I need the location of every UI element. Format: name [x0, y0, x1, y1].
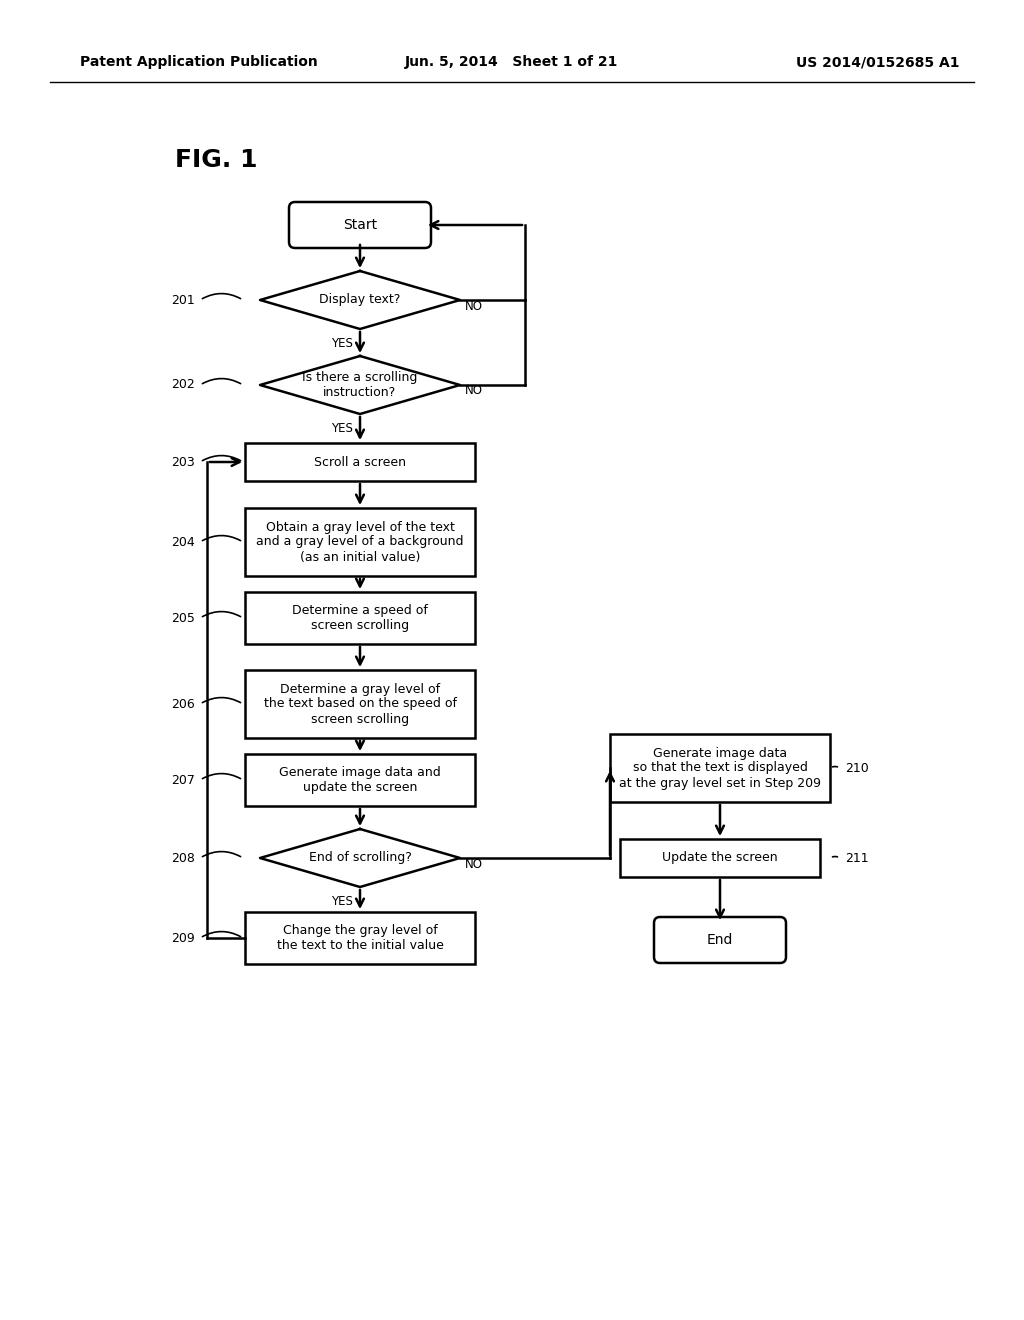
Text: YES: YES	[331, 337, 353, 350]
Bar	[245, 912, 475, 964]
Text: Determine a gray level of
the text based on the speed of
screen scrolling: Determine a gray level of the text based…	[263, 682, 457, 726]
Text: 202: 202	[171, 379, 195, 392]
Text: NO: NO	[465, 300, 483, 313]
Polygon shape	[260, 829, 460, 887]
Text: 201: 201	[171, 293, 195, 306]
Bar	[245, 754, 475, 807]
Text: End: End	[707, 933, 733, 946]
Text: Is there a scrolling
instruction?: Is there a scrolling instruction?	[302, 371, 418, 399]
Bar	[245, 508, 475, 576]
Text: 210: 210	[845, 762, 868, 775]
Text: 205: 205	[171, 611, 195, 624]
Text: 203: 203	[171, 455, 195, 469]
Text: 211: 211	[845, 851, 868, 865]
Text: Update the screen: Update the screen	[663, 851, 778, 865]
Text: YES: YES	[331, 895, 353, 908]
Text: Start: Start	[343, 218, 377, 232]
Text: Scroll a screen: Scroll a screen	[314, 455, 406, 469]
Text: Generate image data
so that the text is displayed
at the gray level set in Step : Generate image data so that the text is …	[618, 747, 821, 789]
Text: 207: 207	[171, 774, 195, 787]
Bar	[620, 840, 820, 876]
Polygon shape	[260, 356, 460, 414]
Text: Change the gray level of
the text to the initial value: Change the gray level of the text to the…	[276, 924, 443, 952]
Text: NO: NO	[465, 858, 483, 870]
Text: 208: 208	[171, 851, 195, 865]
Bar	[245, 591, 475, 644]
Polygon shape	[260, 271, 460, 329]
Text: Obtain a gray level of the text
and a gray level of a background
(as an initial : Obtain a gray level of the text and a gr…	[256, 520, 464, 564]
Text: NO: NO	[465, 384, 483, 397]
FancyBboxPatch shape	[654, 917, 786, 964]
Bar	[245, 444, 475, 480]
Text: 206: 206	[171, 697, 195, 710]
Text: Generate image data and
update the screen: Generate image data and update the scree…	[280, 766, 441, 795]
Text: 204: 204	[171, 536, 195, 549]
Text: Determine a speed of
screen scrolling: Determine a speed of screen scrolling	[292, 605, 428, 632]
Text: US 2014/0152685 A1: US 2014/0152685 A1	[797, 55, 961, 69]
Text: Patent Application Publication: Patent Application Publication	[80, 55, 317, 69]
Text: Jun. 5, 2014   Sheet 1 of 21: Jun. 5, 2014 Sheet 1 of 21	[406, 55, 618, 69]
Bar	[610, 734, 830, 803]
Text: 209: 209	[171, 932, 195, 945]
Text: Display text?: Display text?	[319, 293, 400, 306]
Bar	[245, 671, 475, 738]
Text: End of scrolling?: End of scrolling?	[308, 851, 412, 865]
Text: YES: YES	[331, 422, 353, 436]
Text: FIG. 1: FIG. 1	[175, 148, 257, 172]
FancyBboxPatch shape	[289, 202, 431, 248]
